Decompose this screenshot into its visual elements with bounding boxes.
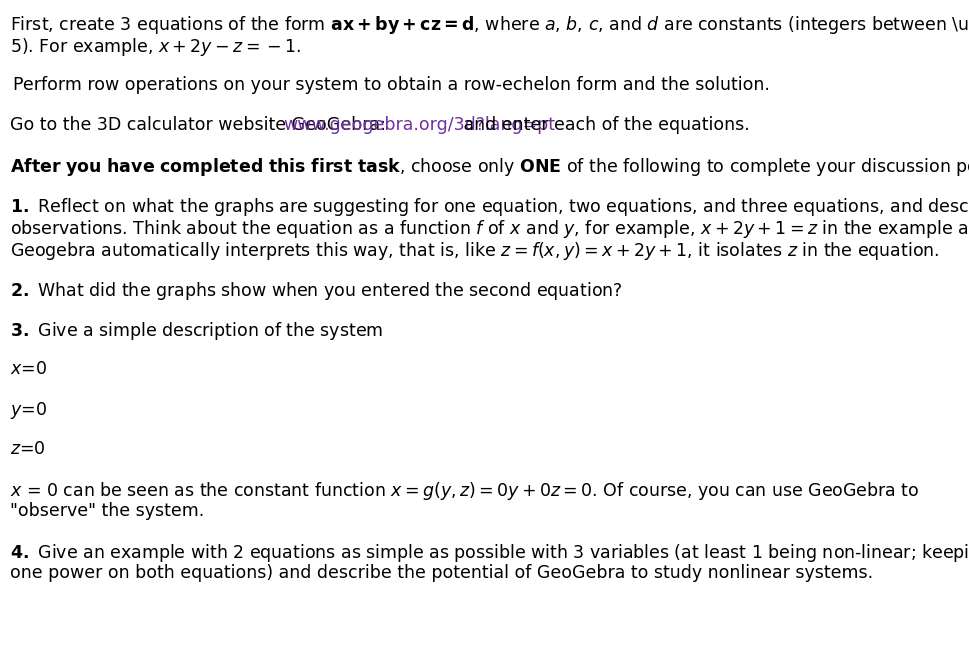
Text: Perform row operations on your system to obtain a row-echelon form and the solut: Perform row operations on your system to… bbox=[13, 76, 769, 94]
Text: First, create 3 equations of the form $\mathbf{ax + by + cz = d}$, where $a$, $b: First, create 3 equations of the form $\… bbox=[10, 14, 969, 36]
Text: 5). For example, $x + 2y - z = -1$.: 5). For example, $x + 2y - z = -1$. bbox=[10, 36, 300, 58]
Text: "observe" the system.: "observe" the system. bbox=[10, 502, 204, 520]
Text: one power on both equations) and describe the potential of GeoGebra to study non: one power on both equations) and describ… bbox=[10, 564, 872, 582]
Text: Go to the 3D calculator website GeoGebra:: Go to the 3D calculator website GeoGebra… bbox=[10, 116, 391, 134]
Text: $x$ = 0 can be seen as the constant function $x = g(y, z) = 0y + 0z = 0$. Of cou: $x$ = 0 can be seen as the constant func… bbox=[10, 480, 919, 502]
Text: www.geogebra.org/3d?lang=pt: www.geogebra.org/3d?lang=pt bbox=[283, 116, 554, 134]
Text: $\mathbf{4.}$ Give an example with 2 equations as simple as possible with 3 vari: $\mathbf{4.}$ Give an example with 2 equ… bbox=[10, 542, 969, 564]
Text: observations. Think about the equation as a function $f$ of $x$ and $y$, for exa: observations. Think about the equation a… bbox=[10, 218, 969, 240]
Text: $\mathbf{2.}$ What did the graphs show when you entered the second equation?: $\mathbf{2.}$ What did the graphs show w… bbox=[10, 280, 622, 302]
Text: Geogebra automatically interprets this way, that is, like $z = f(x,y) = x + 2y +: Geogebra automatically interprets this w… bbox=[10, 240, 939, 262]
Text: $\mathbf{1.}$ Reflect on what the graphs are suggesting for one equation, two eq: $\mathbf{1.}$ Reflect on what the graphs… bbox=[10, 196, 969, 218]
Text: and enter each of the equations.: and enter each of the equations. bbox=[458, 116, 749, 134]
Text: $\mathbf{3.}$ Give a simple description of the system: $\mathbf{3.}$ Give a simple description … bbox=[10, 320, 383, 342]
Text: $\mathbf{After\ you\ have\ completed\ this\ first\ task}$, choose only $\mathbf{: $\mathbf{After\ you\ have\ completed\ th… bbox=[10, 156, 969, 178]
Text: $z$=0: $z$=0 bbox=[10, 440, 46, 458]
Text: $x$=0: $x$=0 bbox=[10, 360, 47, 378]
Text: $y$=0: $y$=0 bbox=[10, 400, 47, 421]
